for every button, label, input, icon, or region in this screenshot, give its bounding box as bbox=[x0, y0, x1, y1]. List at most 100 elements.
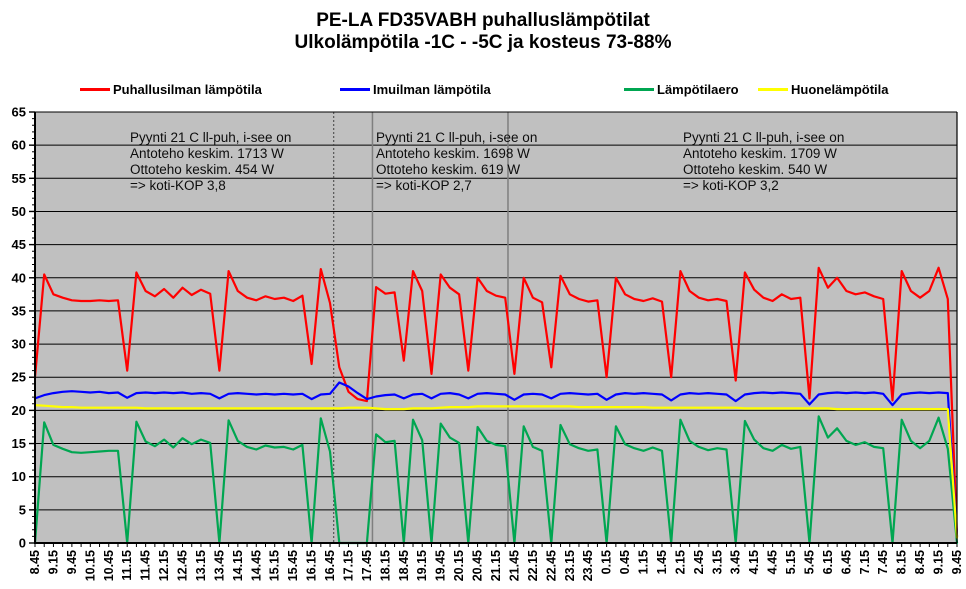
x-axis: 8.45 9.15 9.45 10.15 10.45 11.15 11.45 12.15 12.… bbox=[28, 543, 964, 581]
x-axis-label: 6.45 bbox=[839, 550, 853, 574]
x-axis-label: 23.45 bbox=[581, 550, 595, 581]
x-axis-label: 8.45 bbox=[913, 550, 927, 574]
annotation-line: Ottoteho keskim. 619 W bbox=[376, 162, 521, 177]
x-axis-label: 5.15 bbox=[784, 550, 798, 574]
y-axis-label: 65 bbox=[12, 105, 26, 120]
legend-item-lampotilaero: Lämpötilaero bbox=[624, 80, 739, 98]
y-axis-label: 50 bbox=[12, 204, 26, 219]
annotation-line: Pyynti 21 C ll-puh, i-see on bbox=[130, 130, 292, 145]
x-axis-label: 12.15 bbox=[157, 550, 171, 581]
series-line-1 bbox=[33, 381, 959, 538]
annotation-line: Antoteho keskim. 1698 W bbox=[376, 146, 530, 161]
x-axis-label: 3.45 bbox=[729, 550, 743, 574]
x-axis-label: 14.15 bbox=[231, 550, 245, 581]
annotation-block-3: Pyynti 21 C ll-puh, i-see on Antoteho ke… bbox=[683, 130, 933, 194]
annotation-line: Ottoteho keskim. 454 W bbox=[130, 162, 275, 177]
x-axis-label: 20.15 bbox=[452, 550, 466, 581]
y-axis-label: 35 bbox=[12, 303, 26, 318]
x-axis-label: 16.45 bbox=[323, 550, 337, 581]
x-axis-label: 7.15 bbox=[858, 550, 872, 574]
y-axis-label: 40 bbox=[12, 270, 26, 285]
annotation-block-1: Pyynti 21 C ll-puh, i-see on Antoteho ke… bbox=[130, 130, 380, 194]
legend-label: Puhallusilman lämpötila bbox=[113, 81, 262, 97]
x-axis-label: 7.45 bbox=[876, 550, 890, 574]
annotation-line: => koti-KOP 2,7 bbox=[376, 178, 472, 193]
x-axis-label: 4.45 bbox=[766, 550, 780, 574]
x-axis-label: 5.45 bbox=[802, 550, 816, 574]
annotation-line: Ottoteho keskim. 540 W bbox=[683, 162, 828, 177]
annotation-block-2: Pyynti 21 C ll-puh, i-see on Antoteho ke… bbox=[376, 130, 626, 194]
annotation-line: Pyynti 21 C ll-puh, i-see on bbox=[683, 130, 845, 145]
x-axis-label: 1.45 bbox=[655, 550, 669, 574]
x-axis-label: 3.15 bbox=[710, 550, 724, 574]
y-axis-label: 0 bbox=[19, 536, 26, 551]
x-axis-label: 10.15 bbox=[83, 550, 97, 581]
x-axis-label: 22.15 bbox=[526, 550, 540, 581]
x-axis-label: 19.45 bbox=[434, 550, 448, 581]
legend-label: Lämpötilaero bbox=[657, 81, 739, 97]
legend-label: Imuilman lämpötila bbox=[373, 81, 491, 97]
chart-title-line1: PE-LA FD35VABH puhalluslämpötilat bbox=[316, 10, 650, 31]
legend-line-yellow-icon bbox=[758, 87, 788, 91]
x-axis-label: 20.45 bbox=[471, 550, 485, 581]
x-axis-label: 21.15 bbox=[489, 550, 503, 581]
annotation-line: => koti-KOP 3,8 bbox=[130, 178, 226, 193]
x-axis-label: 12.45 bbox=[176, 550, 190, 581]
x-axis-label: 0.15 bbox=[600, 550, 614, 574]
y-axis-label: 25 bbox=[12, 370, 26, 385]
x-axis-label: 9.45 bbox=[65, 550, 79, 574]
x-axis-label: 19.15 bbox=[415, 550, 429, 581]
x-axis-label: 17.45 bbox=[360, 550, 374, 581]
x-axis-label: 4.15 bbox=[747, 550, 761, 574]
x-axis-label: 18.15 bbox=[378, 550, 392, 581]
annotation-line: Antoteho keskim. 1709 W bbox=[683, 146, 837, 161]
x-axis-label: 11.15 bbox=[120, 550, 134, 581]
x-axis-label: 9.15 bbox=[46, 550, 60, 574]
annotation-line: => koti-KOP 3,2 bbox=[683, 178, 779, 193]
x-axis-label: 16.15 bbox=[305, 550, 319, 581]
y-axis-label: 60 bbox=[12, 138, 26, 153]
y-axis-label: 10 bbox=[12, 469, 26, 484]
x-axis-label: 10.45 bbox=[102, 550, 116, 581]
y-axis-label: 30 bbox=[12, 337, 26, 352]
x-axis-label: 9.45 bbox=[950, 550, 964, 574]
y-axis-label: 15 bbox=[12, 436, 26, 451]
y-axis-label: 55 bbox=[12, 171, 26, 186]
x-axis-label: 9.15 bbox=[932, 550, 946, 574]
x-axis-label: 1.15 bbox=[637, 550, 651, 574]
legend-line-blue-icon bbox=[340, 87, 370, 91]
x-axis-label: 2.15 bbox=[673, 550, 687, 574]
x-axis-label: 11.45 bbox=[139, 550, 153, 581]
x-axis-label: 21.45 bbox=[507, 550, 521, 581]
x-axis-label: 18.45 bbox=[397, 550, 411, 581]
x-axis-label: 13.15 bbox=[194, 550, 208, 581]
legend-item-puhallusilman: Puhallusilman lämpötila bbox=[80, 80, 262, 98]
x-axis-label: 2.45 bbox=[692, 550, 706, 574]
x-axis-label: 15.45 bbox=[286, 550, 300, 581]
y-axis-label: 5 bbox=[19, 502, 26, 517]
legend-line-green-icon bbox=[624, 87, 654, 91]
chart-title-line2: Ulkolämpötila -1C - -5C ja kosteus 73-88… bbox=[294, 32, 672, 53]
legend-item-huonelampotila: Huonelämpötila bbox=[758, 80, 889, 98]
legend-item-imuilman: Imuilman lämpötila bbox=[340, 80, 491, 98]
plot-border bbox=[34, 111, 958, 544]
x-axis-label: 0.45 bbox=[618, 550, 632, 574]
annotation-line: Pyynti 21 C ll-puh, i-see on bbox=[376, 130, 538, 145]
x-axis-label: 14.45 bbox=[249, 550, 263, 581]
y-axis: 0 5 10 15 20 25 30 35 40 45 50 55 60 65 bbox=[12, 105, 35, 551]
x-axis-label: 8.45 bbox=[28, 550, 42, 574]
legend-label: Huonelämpötila bbox=[791, 81, 889, 97]
chart-title: PE-LA FD35VABH puhalluslämpötilat Ulkolä… bbox=[0, 10, 966, 54]
legend: Puhallusilman lämpötila Imuilman lämpöti… bbox=[0, 80, 966, 100]
y-axis-label: 45 bbox=[12, 237, 26, 252]
y-axis-label: 20 bbox=[12, 403, 26, 418]
series-line-3 bbox=[33, 404, 959, 539]
x-axis-label: 8.15 bbox=[895, 550, 909, 574]
gridlines bbox=[35, 111, 957, 511]
x-axis-label: 15.15 bbox=[268, 550, 282, 581]
annotation-line: Antoteho keskim. 1713 W bbox=[130, 146, 284, 161]
legend-line-red-icon bbox=[80, 87, 110, 91]
x-axis-label: 22.45 bbox=[544, 550, 558, 581]
